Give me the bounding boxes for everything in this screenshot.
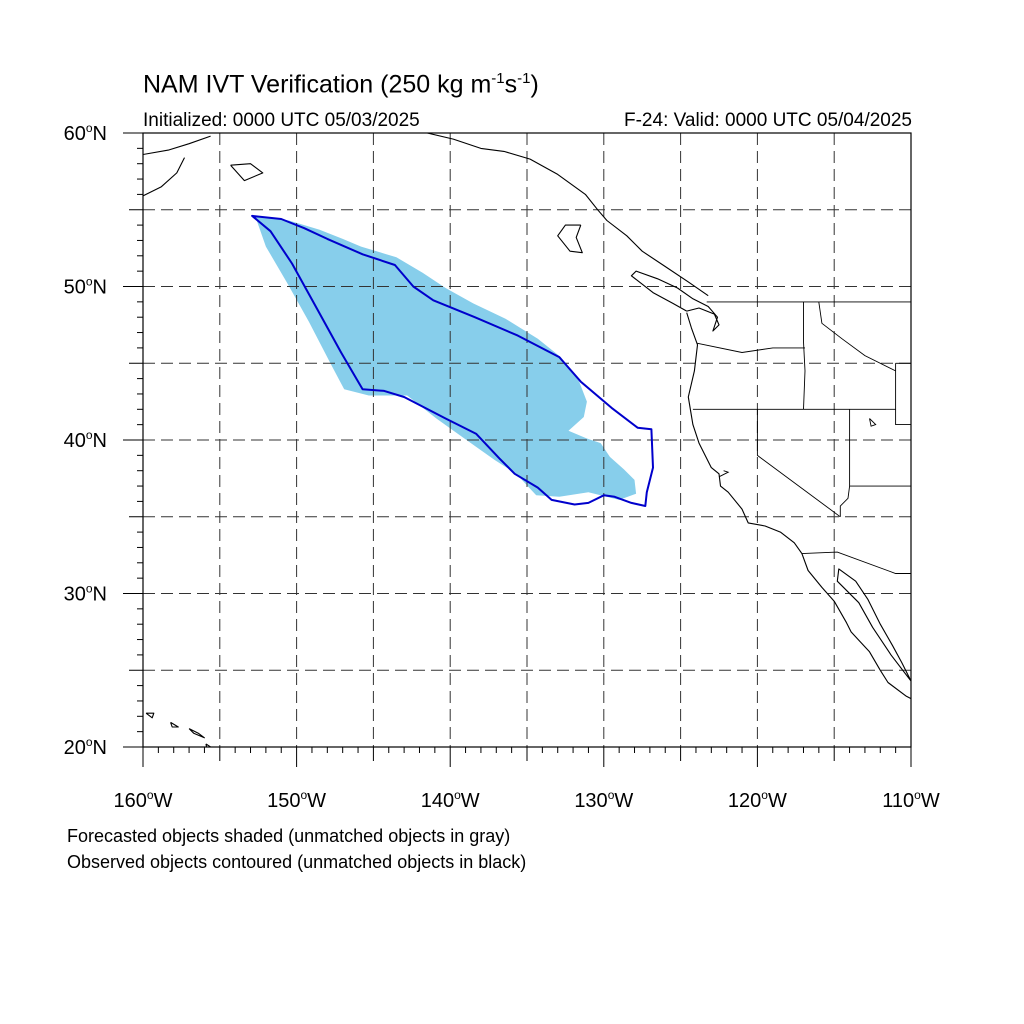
political-boundary <box>801 551 911 574</box>
forecast-objects-layer <box>255 215 637 500</box>
observed-ivt-contour <box>251 214 654 507</box>
political-boundary <box>839 409 851 517</box>
coastline <box>143 157 185 197</box>
longitude-label: 150oW <box>267 788 326 812</box>
forecast-ivt-object <box>255 215 637 500</box>
political-boundary <box>895 363 911 426</box>
coastline <box>170 721 179 728</box>
title-main: NAM IVT Verification (250 kg m <box>143 70 492 99</box>
coastline <box>145 712 155 719</box>
political-boundary <box>756 409 841 518</box>
observed-legend-note: Observed objects contoured (unmatched ob… <box>67 852 527 872</box>
political-boundary <box>818 301 896 372</box>
observed-objects-layer <box>251 214 654 507</box>
political-boundary <box>803 301 806 410</box>
coastline <box>836 568 911 682</box>
coastline <box>630 270 720 332</box>
political-boundary <box>869 418 877 427</box>
political-boundary <box>697 342 805 353</box>
coastline <box>557 224 583 254</box>
coastline <box>686 312 911 700</box>
latitude-label: 60oN <box>64 121 107 145</box>
longitude-label: 140oW <box>421 788 480 812</box>
latitude-label: 40oN <box>64 428 107 452</box>
initialized-time: Initialized: 0000 UTC 05/03/2025 <box>143 110 420 131</box>
title-exponent-1: -1 <box>491 70 505 87</box>
latitude-label: 50oN <box>64 275 107 299</box>
title-exponent-2: -1 <box>517 70 531 87</box>
valid-time: F-24: Valid: 0000 UTC 05/04/2025 <box>624 110 912 131</box>
coastline <box>910 141 911 143</box>
title-mid: s <box>504 70 518 99</box>
coastline-layer <box>143 133 911 747</box>
coastline <box>427 133 709 297</box>
longitude-label: 110oW <box>882 788 940 812</box>
longitude-label: 160oW <box>114 788 173 812</box>
coastline <box>143 135 211 156</box>
latitude-label: 20oN <box>64 735 107 759</box>
coastline <box>230 163 264 182</box>
axis-labels: 60oN 50oN 40oN 30oN 20oN 160oW 150oW 140oW 130oW… <box>64 121 940 812</box>
longitude-label: 120oW <box>728 788 787 812</box>
coastline <box>188 728 205 739</box>
latitude-label: 30oN <box>64 582 107 606</box>
political-boundary <box>718 470 730 478</box>
tick-marks <box>123 132 912 767</box>
forecast-legend-note: Forecasted objects shaded (unmatched obj… <box>67 826 511 846</box>
longitude-label: 130oW <box>574 788 633 812</box>
graticule-layer <box>143 133 911 747</box>
map-title: NAM IVT Verification (250 kg m-1s-1) <box>143 70 539 99</box>
title-end: ) <box>530 70 539 99</box>
